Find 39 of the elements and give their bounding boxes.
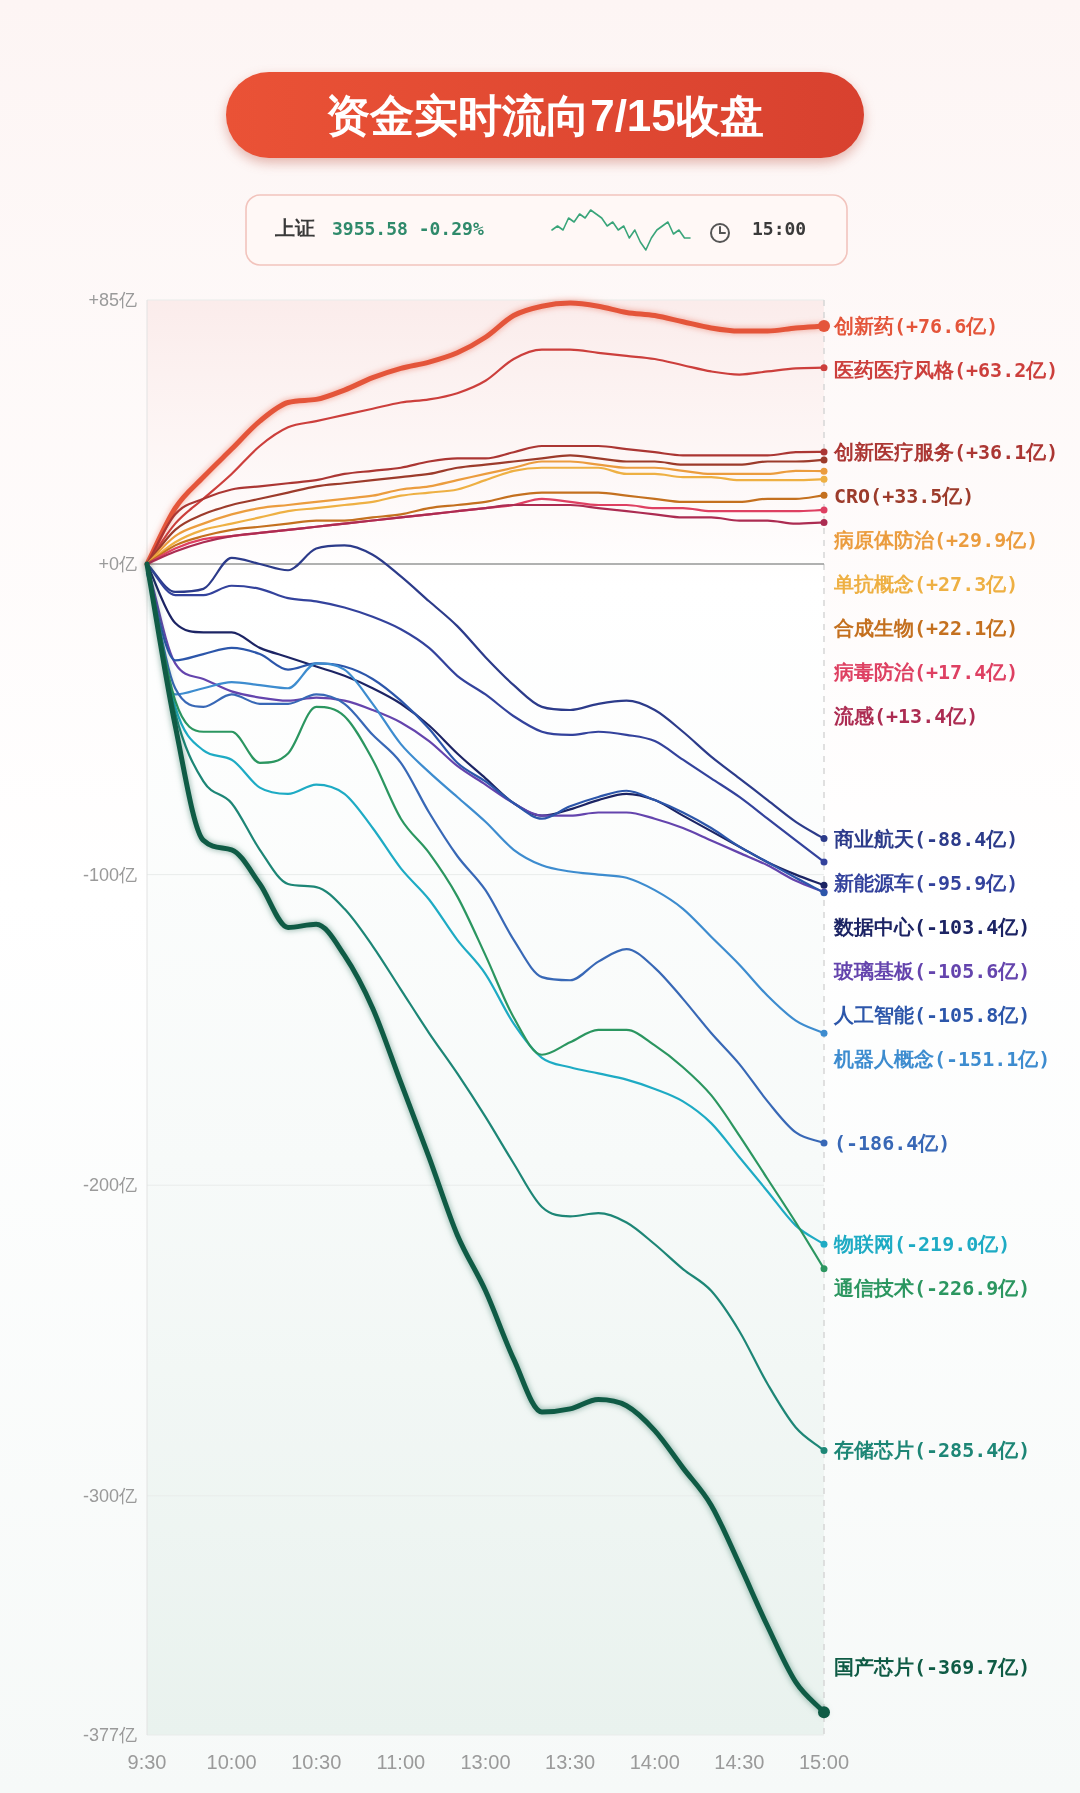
text: 3955.58 -0.29% <box>332 217 484 239</box>
y-tick-label: -200亿 <box>82 1175 137 1196</box>
x-tick-label: 14:00 <box>629 1751 680 1773</box>
text: 资金实时流向7/15收盘 <box>326 90 764 140</box>
x-tick-label: 11:00 <box>376 1751 426 1773</box>
y-tick-label: -377亿 <box>82 1725 137 1745</box>
text: 商业航天(-88.4亿) <box>834 826 1019 851</box>
text: 病原体防治(+29.9亿) <box>834 527 1039 552</box>
text: 国产芯片(-369.7亿) <box>834 1655 1031 1679</box>
y-tick-label: -100亿 <box>82 864 137 885</box>
text: 上证 <box>274 217 315 239</box>
x-tick-label: 9:30 <box>127 1751 167 1773</box>
text: 物联网(-219.0亿) <box>834 1232 1011 1257</box>
text: 病毒防治(+17.4亿) <box>834 659 1019 684</box>
text: 通信技术(-226.9亿) <box>834 1276 1031 1301</box>
text: 15:00 <box>752 217 807 239</box>
text: 玻璃基板(-105.6亿) <box>834 958 1031 983</box>
data-label: (-186.4亿) <box>834 1130 951 1155</box>
x-tick-label: 15:00 <box>798 1751 850 1773</box>
x-tick-label: 10:30 <box>291 1751 342 1773</box>
text: CRO(+33.5亿) <box>834 483 975 508</box>
y-tick-label: -300亿 <box>82 1485 137 1506</box>
x-tick-label: 13:00 <box>460 1751 511 1773</box>
x-tick-label: 13:30 <box>545 1751 596 1773</box>
text: 合成生物(+22.1亿) <box>834 615 1019 640</box>
text: 创新医疗服务(+36.1亿) <box>834 439 1059 464</box>
x-tick-label: 14:30 <box>714 1751 765 1773</box>
text: 新能源车(-95.9亿) <box>834 870 1019 895</box>
text: 机器人概念(-151.1亿) <box>834 1046 1051 1071</box>
text: 数据中心(-103.4亿) <box>834 914 1031 939</box>
text: 医药医疗风格(+63.2亿) <box>834 358 1059 383</box>
text: 人工智能(-105.8亿) <box>834 1002 1031 1027</box>
y-tick-label: +85亿 <box>88 290 137 310</box>
text: 创新药(+76.6亿) <box>834 314 999 339</box>
text: 单抗概念(+27.3亿) <box>834 571 1019 596</box>
text: 存储芯片(-285.4亿) <box>834 1438 1031 1463</box>
x-tick-label: 10:00 <box>206 1751 257 1773</box>
y-tick-label: +0亿 <box>98 554 137 575</box>
text: 流感(+13.4亿) <box>834 703 979 728</box>
